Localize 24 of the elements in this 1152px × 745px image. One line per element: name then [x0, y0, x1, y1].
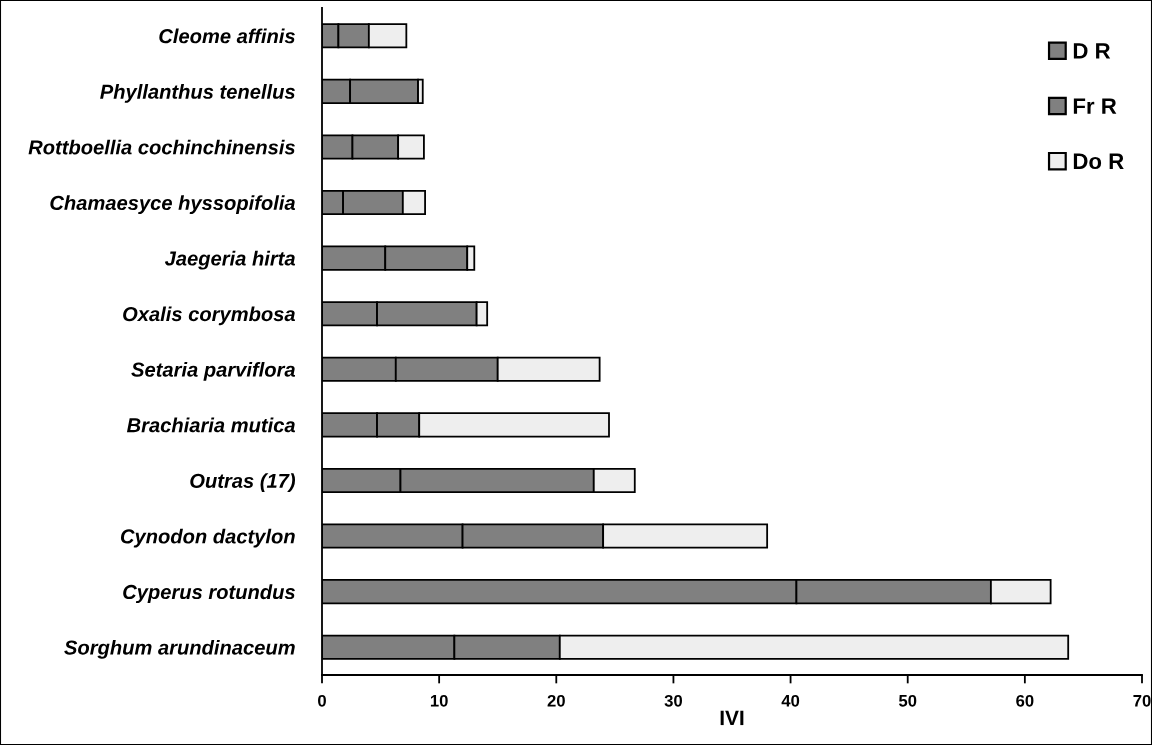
y-tick-label: Chamaesyce hyssopifolia — [50, 195, 296, 215]
y-tick-label: Brachiaria mutica — [126, 417, 296, 433]
y-tick-label: Setaria parviflora — [131, 361, 296, 381]
y-tick-label: Sorghum arundinaceum — [64, 639, 295, 659]
y-tick-label: Rottboellia cochinchinensis — [28, 139, 295, 155]
x-tick-label: 10 — [430, 694, 448, 707]
y-tick-label: Jaegeria hirta — [164, 250, 296, 270]
x-tick-label: 30 — [664, 694, 683, 707]
y-tick-label: Cynodon dactylon — [120, 528, 295, 548]
legend-label: Fr R — [1073, 98, 1117, 114]
y-tick-label: Oxalis corymbosa — [123, 306, 296, 326]
x-tick-label: 40 — [781, 694, 800, 707]
y-tick-label: Outras (17) — [190, 473, 296, 492]
x-tick-label: 0 — [318, 694, 326, 707]
x-tick-label: 20 — [547, 694, 565, 707]
x-tick-label: 50 — [898, 694, 917, 707]
y-tick-label: Cleome affinis — [159, 28, 295, 44]
x-tick-label: 60 — [1016, 694, 1034, 707]
y-tick-label: Phyllanthus tenellus — [100, 84, 295, 103]
legend-label: Do R — [1073, 153, 1124, 170]
y-tick-label: Cyperus rotundus — [123, 584, 295, 604]
x-tick-label: 70 — [1133, 694, 1151, 707]
x-axis-title: IVI — [720, 710, 744, 726]
legend-label: D R — [1073, 43, 1111, 59]
